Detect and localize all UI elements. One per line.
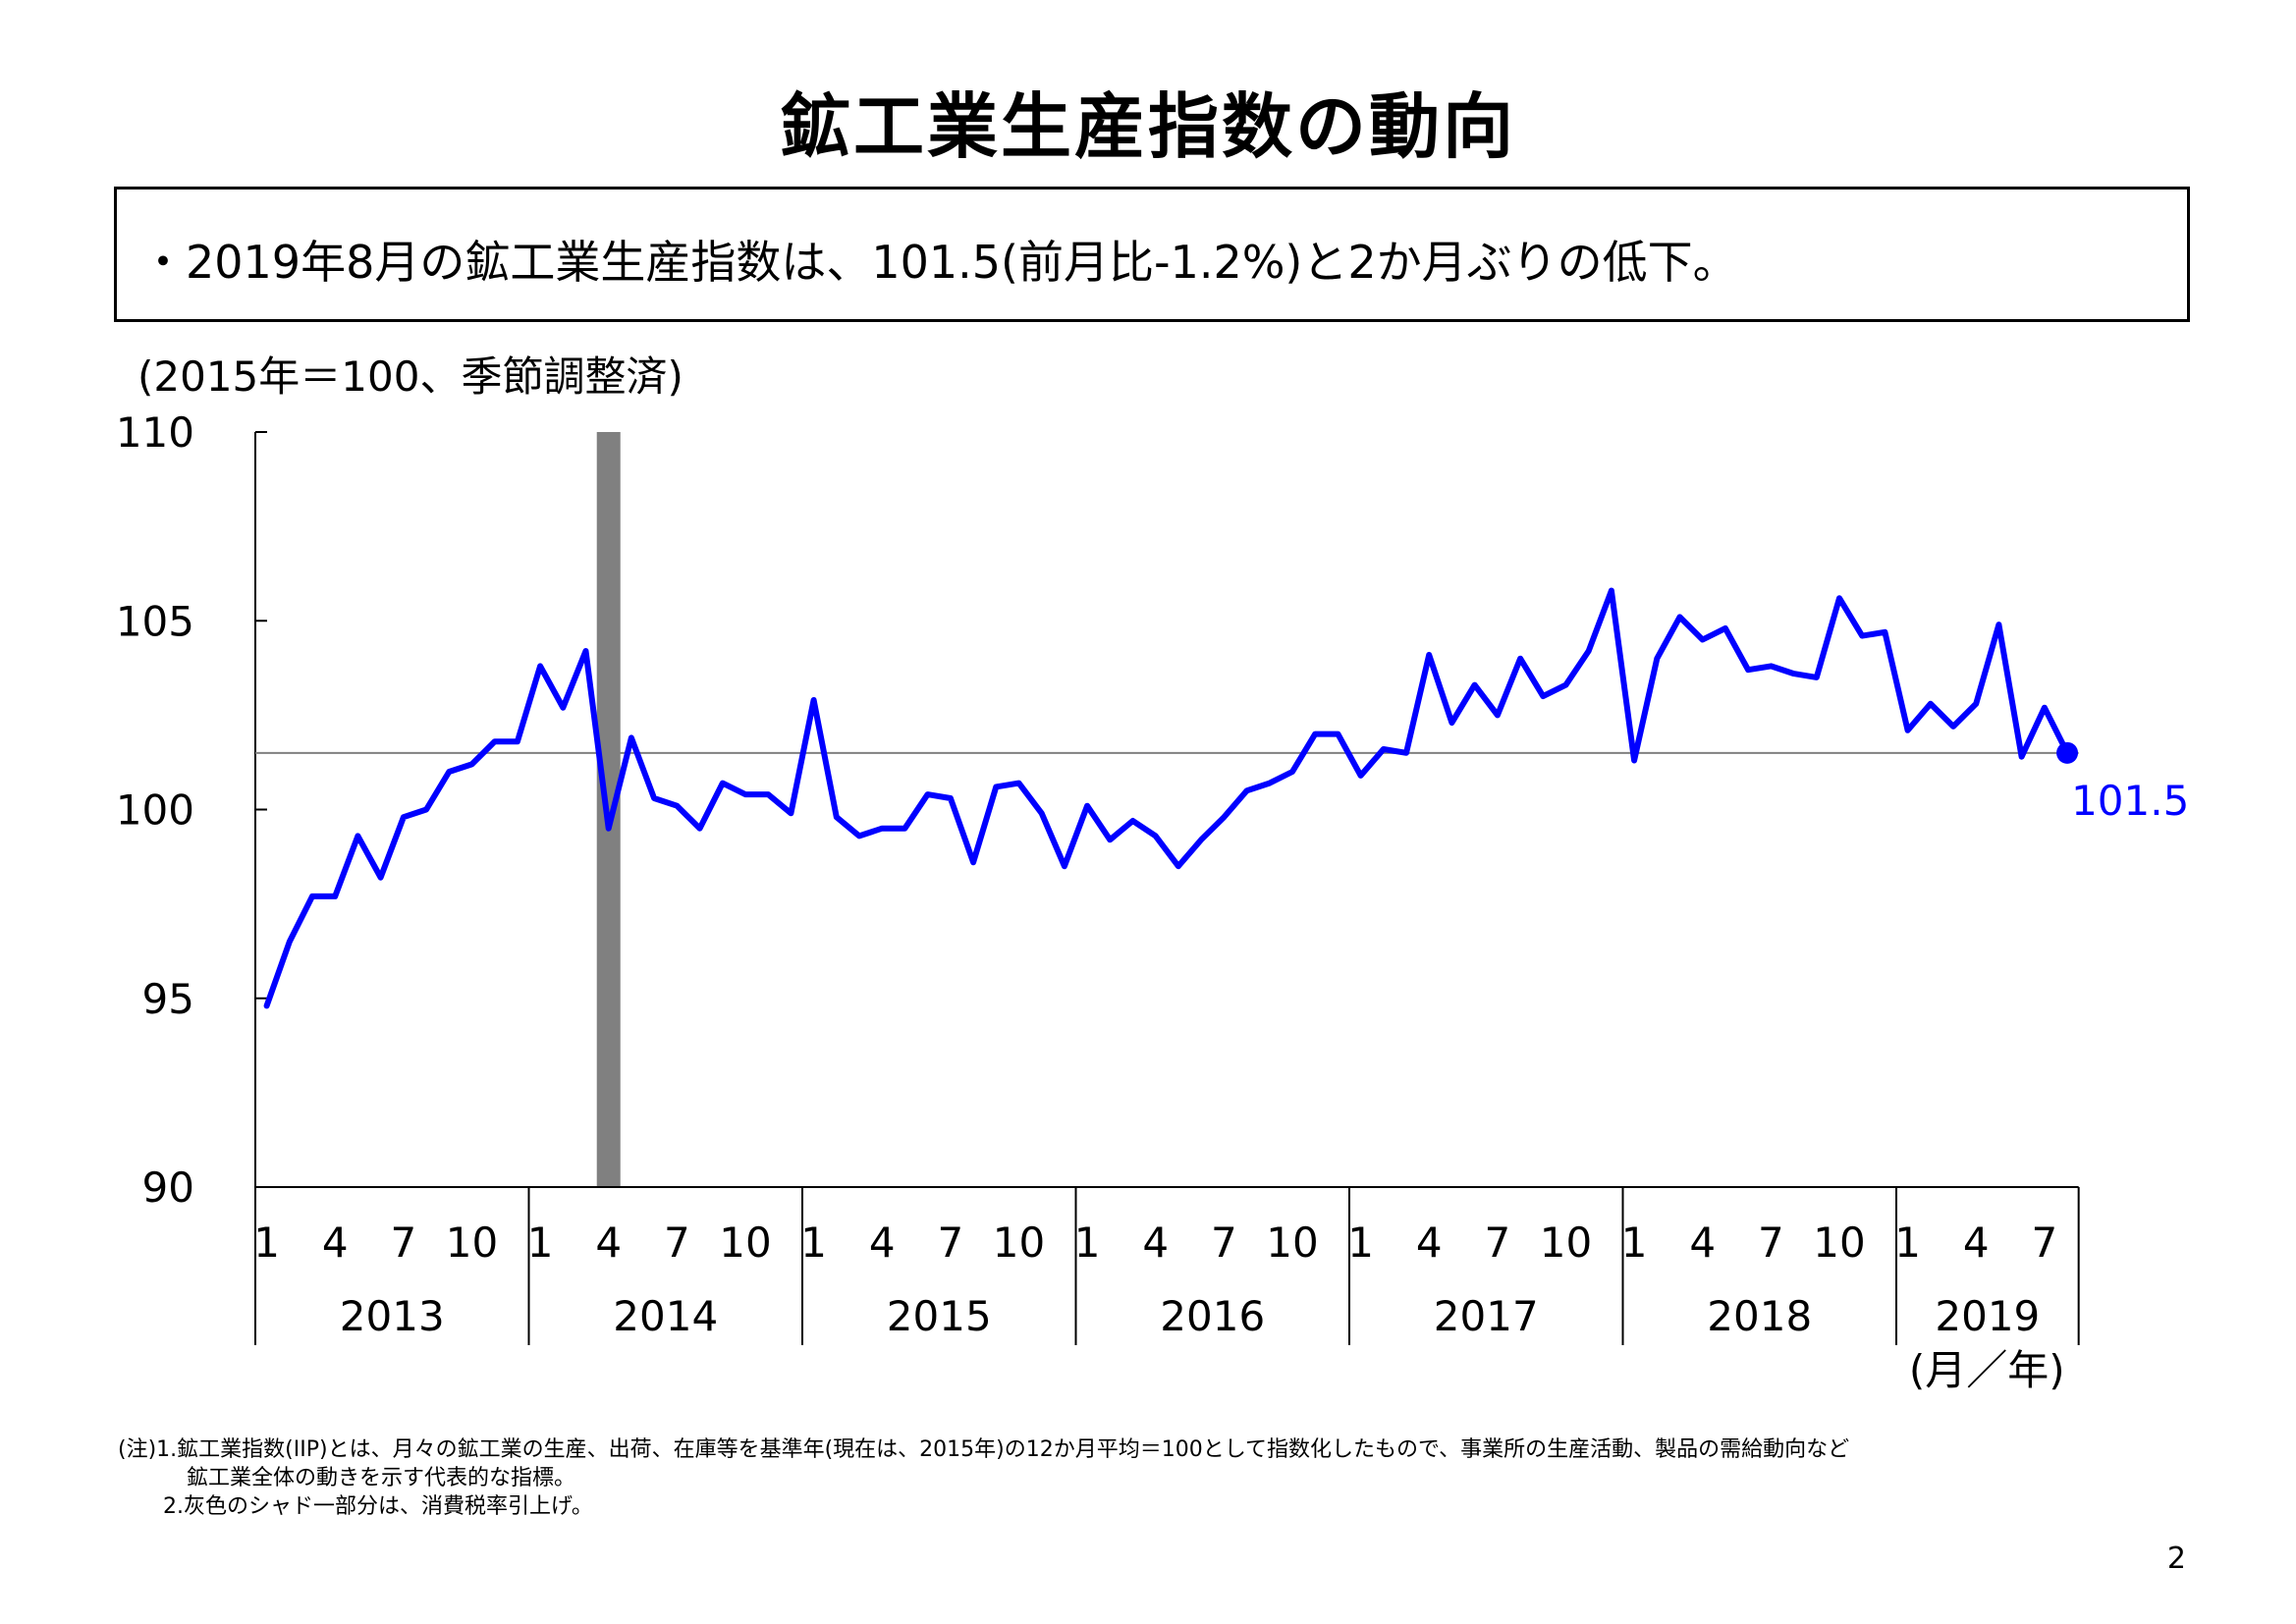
x-year-label: 2018 xyxy=(1707,1292,1812,1340)
x-month-label: 1 xyxy=(1074,1218,1101,1267)
x-year-label: 2014 xyxy=(613,1292,718,1340)
page-number: 2 xyxy=(2166,1542,2186,1576)
x-month-label: 4 xyxy=(1416,1218,1443,1267)
latest-value-label: 101.5 xyxy=(2071,777,2189,825)
latest-point-marker xyxy=(2056,741,2079,764)
series-layer xyxy=(263,587,2079,1009)
x-month-label: 10 xyxy=(993,1218,1045,1267)
x-year-label: 2016 xyxy=(1160,1292,1265,1340)
x-month-label: 7 xyxy=(2031,1218,2057,1267)
footnote-line-1: (注)1.鉱工業指数(IIP)とは、月々の鉱工業の生産、出荷、在庫等を基準年(現… xyxy=(118,1437,1850,1462)
y-tick-label: 95 xyxy=(142,975,194,1023)
x-month-label: 1 xyxy=(253,1218,280,1267)
x-month-label: 1 xyxy=(1347,1218,1374,1267)
y-axis-unit-label: (2015年＝100、季節調整済) xyxy=(137,352,683,401)
summary-box: ・2019年8月の鉱工業生産指数は、101.5(前月比-1.2%)と2か月ぶりの… xyxy=(114,187,2190,322)
x-month-label: 1 xyxy=(1621,1218,1648,1267)
x-month-label: 1 xyxy=(527,1218,554,1267)
labels-layer: 101.5 xyxy=(2071,777,2189,825)
x-month-label: 7 xyxy=(1211,1218,1237,1267)
x-axis-unit-label: (月／年) xyxy=(1909,1346,2065,1394)
x-year-label: 2019 xyxy=(1935,1292,2040,1340)
x-month-label: 4 xyxy=(1142,1218,1169,1267)
x-month-label: 7 xyxy=(1484,1218,1510,1267)
page-title: 鉱工業生産指数の動向 xyxy=(779,85,1516,168)
x-month-label: 10 xyxy=(446,1218,498,1267)
x-month-label: 10 xyxy=(719,1218,771,1267)
x-month-label: 1 xyxy=(800,1218,827,1267)
x-month-label: 4 xyxy=(1689,1218,1716,1267)
y-tick-label: 90 xyxy=(142,1164,194,1212)
x-month-label: 4 xyxy=(322,1218,349,1267)
x-month-label: 10 xyxy=(1540,1218,1592,1267)
x-month-label: 4 xyxy=(595,1218,622,1267)
x-month-label: 10 xyxy=(1266,1218,1318,1267)
y-tick-label: 105 xyxy=(116,597,194,645)
x-year-label: 2015 xyxy=(887,1292,992,1340)
footnote-line-3: 2.灰色のシャド一部分は、消費税率引上げ。 xyxy=(163,1494,593,1519)
y-tick-label: 100 xyxy=(116,786,194,835)
footnote-line-2: 鉱工業全体の動きを示す代表的な指標。 xyxy=(187,1466,576,1490)
footnotes: (注)1.鉱工業指数(IIP)とは、月々の鉱工業の生産、出荷、在庫等を基準年(現… xyxy=(118,1435,1849,1521)
y-tick-label: 110 xyxy=(116,408,194,457)
x-year-label: 2017 xyxy=(1434,1292,1539,1340)
x-month-label: 1 xyxy=(1894,1218,1921,1267)
series-line xyxy=(263,587,2071,1009)
x-month-label: 7 xyxy=(937,1218,963,1267)
x-month-label: 7 xyxy=(664,1218,690,1267)
x-month-label: 7 xyxy=(390,1218,416,1267)
x-month-label: 7 xyxy=(1758,1218,1784,1267)
x-month-label: 10 xyxy=(1813,1218,1865,1267)
x-month-label: 4 xyxy=(869,1218,896,1267)
summary-text: ・2019年8月の鉱工業生産指数は、101.5(前月比-1.2%)と2か月ぶりの… xyxy=(140,236,1738,289)
x-year-label: 2013 xyxy=(340,1292,445,1340)
x-month-label: 4 xyxy=(1963,1218,1990,1267)
